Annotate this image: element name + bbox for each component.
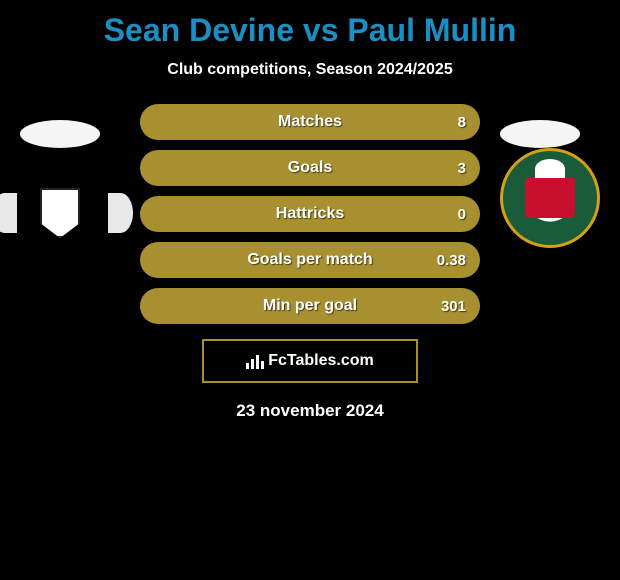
player-right-block: [500, 120, 600, 248]
stats-table: Matches 8 Goals 3 Hattricks 0 Goals per match 0…: [140, 104, 480, 324]
stat-value-right: 8: [458, 114, 466, 131]
branding-box[interactable]: FcTables.com: [202, 339, 418, 383]
badge-wing-icon: [0, 193, 17, 233]
player-left-avatar-placeholder: [20, 120, 100, 148]
subtitle: Club competitions, Season 2024/2025: [0, 61, 620, 79]
stat-row: Matches 8: [140, 104, 480, 140]
stat-label: Hattricks: [276, 205, 344, 223]
stat-value-right: 301: [441, 298, 466, 315]
stat-row: Goals 3: [140, 150, 480, 186]
player-left-block: [20, 120, 105, 258]
date-label: 23 november 2024: [0, 401, 620, 421]
stat-value-right: 3: [458, 160, 466, 177]
stat-row: Hattricks 0: [140, 196, 480, 232]
branding-text: FcTables.com: [268, 352, 374, 370]
stat-label: Matches: [278, 113, 342, 131]
stat-row: Goals per match 0.38: [140, 242, 480, 278]
chart-icon: [246, 353, 264, 369]
stat-label: Goals: [288, 159, 332, 177]
club-badge-right: [500, 148, 600, 248]
player-right-avatar-placeholder: [500, 120, 580, 148]
stat-label: Min per goal: [263, 297, 357, 315]
badge-feathers-icon: [535, 159, 565, 179]
club-badge-left: [15, 168, 105, 258]
branding-label: FcTables.com: [246, 352, 374, 370]
page-title: Sean Devine vs Paul Mullin: [0, 0, 620, 49]
stat-value-right: 0: [458, 206, 466, 223]
stat-label: Goals per match: [247, 251, 372, 269]
badge-wing-icon: [108, 193, 133, 233]
stat-row: Min per goal 301: [140, 288, 480, 324]
badge-dragon-icon: [525, 178, 575, 218]
stat-value-right: 0.38: [437, 252, 466, 269]
badge-shield-icon: [40, 188, 80, 238]
comparison-card: Sean Devine vs Paul Mullin Club competit…: [0, 0, 620, 580]
